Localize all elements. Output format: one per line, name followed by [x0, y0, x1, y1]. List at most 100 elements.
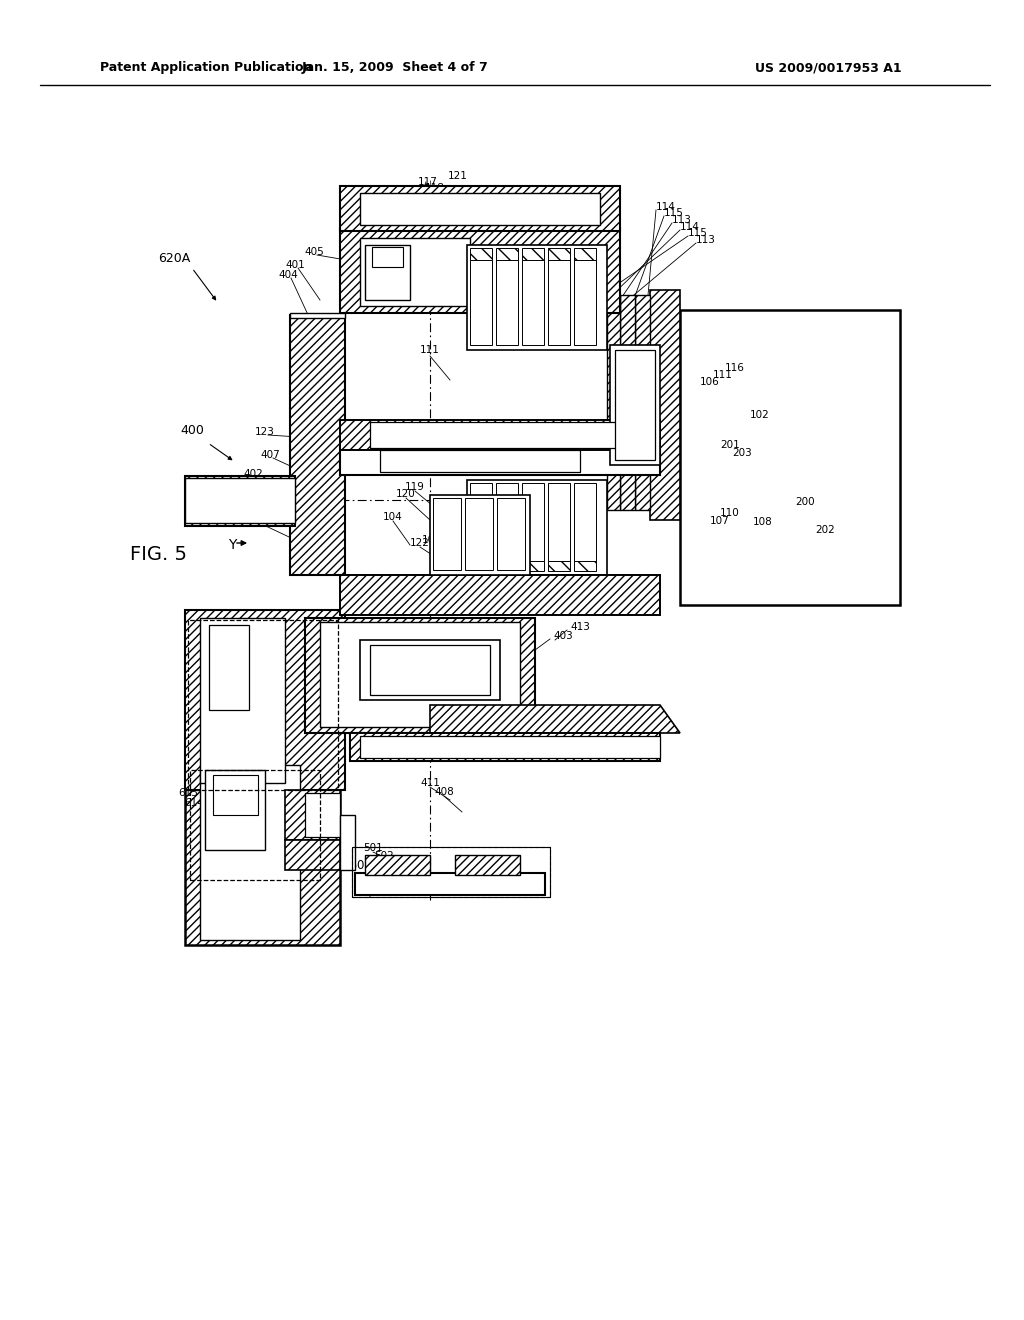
Text: 102: 102: [750, 411, 770, 420]
Bar: [319, 622, 520, 727]
Bar: [430, 495, 530, 576]
Bar: [496, 248, 518, 260]
Text: 400: 400: [180, 424, 204, 437]
Bar: [213, 775, 258, 814]
Bar: [615, 350, 655, 459]
Text: US 2009/0017953 A1: US 2009/0017953 A1: [755, 62, 901, 74]
Text: 401: 401: [285, 260, 305, 271]
Text: 200: 200: [795, 498, 815, 507]
Bar: [305, 793, 340, 837]
Text: 203: 203: [732, 447, 752, 458]
Text: $\{$500: $\{$500: [342, 857, 374, 873]
Bar: [433, 498, 461, 570]
Bar: [620, 294, 635, 510]
Bar: [340, 576, 660, 615]
Text: 115: 115: [664, 209, 684, 218]
Text: 408: 408: [434, 787, 454, 797]
Text: Y: Y: [227, 539, 237, 552]
Bar: [548, 260, 570, 345]
Text: 123: 123: [255, 426, 274, 437]
Text: 103: 103: [449, 529, 468, 539]
Bar: [290, 313, 345, 318]
Text: 120: 120: [396, 488, 416, 499]
Polygon shape: [350, 733, 660, 762]
Bar: [360, 193, 600, 224]
Text: FIG. 5: FIG. 5: [130, 545, 187, 565]
Bar: [200, 766, 300, 940]
Bar: [188, 620, 338, 789]
Bar: [650, 290, 680, 520]
Text: 202: 202: [815, 525, 835, 535]
Bar: [350, 733, 660, 762]
Bar: [290, 315, 345, 576]
Text: 614: 614: [184, 799, 204, 808]
Text: 501: 501: [375, 867, 394, 876]
Bar: [372, 247, 403, 267]
Text: 114: 114: [680, 222, 699, 232]
Text: 112: 112: [388, 445, 408, 455]
Bar: [497, 498, 525, 570]
Bar: [496, 561, 518, 572]
Text: 117: 117: [418, 177, 438, 187]
Bar: [522, 483, 544, 561]
Text: 115: 115: [688, 228, 708, 238]
Bar: [607, 294, 620, 510]
Text: 103: 103: [422, 535, 442, 545]
Text: 111: 111: [713, 370, 733, 380]
Bar: [455, 855, 520, 875]
Bar: [680, 310, 900, 605]
Bar: [574, 248, 596, 260]
Text: 110: 110: [720, 508, 739, 517]
Bar: [467, 480, 607, 576]
Text: 408: 408: [222, 681, 242, 690]
Text: 500: 500: [360, 884, 380, 895]
Text: 100: 100: [630, 576, 649, 585]
Bar: [635, 294, 650, 510]
Bar: [205, 770, 265, 850]
Text: Patent Application Publication: Patent Application Publication: [100, 62, 312, 74]
Text: 108: 108: [753, 517, 773, 527]
Bar: [522, 561, 544, 572]
Bar: [340, 186, 620, 231]
Text: 122: 122: [410, 539, 430, 548]
Bar: [496, 483, 518, 561]
Bar: [470, 248, 492, 260]
Text: 121: 121: [449, 172, 468, 181]
Text: 116: 116: [725, 363, 744, 374]
Bar: [522, 248, 544, 260]
Bar: [190, 770, 319, 880]
Text: 107: 107: [710, 516, 730, 525]
Text: 413: 413: [570, 622, 590, 632]
Bar: [365, 855, 430, 875]
Text: 114: 114: [656, 202, 676, 213]
Bar: [185, 477, 295, 525]
Text: 111: 111: [420, 345, 440, 355]
Text: 501: 501: [364, 843, 383, 853]
Bar: [370, 645, 490, 696]
Bar: [305, 618, 535, 733]
Bar: [340, 814, 355, 870]
Text: 620A: 620A: [158, 252, 190, 264]
Bar: [185, 610, 345, 789]
Text: 106: 106: [700, 378, 720, 387]
Polygon shape: [430, 705, 680, 733]
Bar: [340, 228, 620, 313]
Bar: [470, 561, 492, 572]
Bar: [548, 483, 570, 561]
Text: 502: 502: [387, 875, 407, 884]
Text: 201: 201: [720, 440, 739, 450]
Text: 402: 402: [243, 469, 263, 479]
Text: 101: 101: [433, 187, 453, 198]
Bar: [548, 248, 570, 260]
Bar: [352, 847, 550, 898]
Bar: [574, 561, 596, 572]
Text: 411: 411: [420, 777, 440, 788]
Text: 410: 410: [255, 492, 274, 503]
Bar: [470, 260, 492, 345]
Bar: [200, 618, 285, 783]
Text: 411: 411: [238, 511, 258, 521]
Bar: [285, 789, 340, 840]
Bar: [185, 760, 340, 945]
Text: 112: 112: [435, 532, 455, 543]
Bar: [548, 561, 570, 572]
